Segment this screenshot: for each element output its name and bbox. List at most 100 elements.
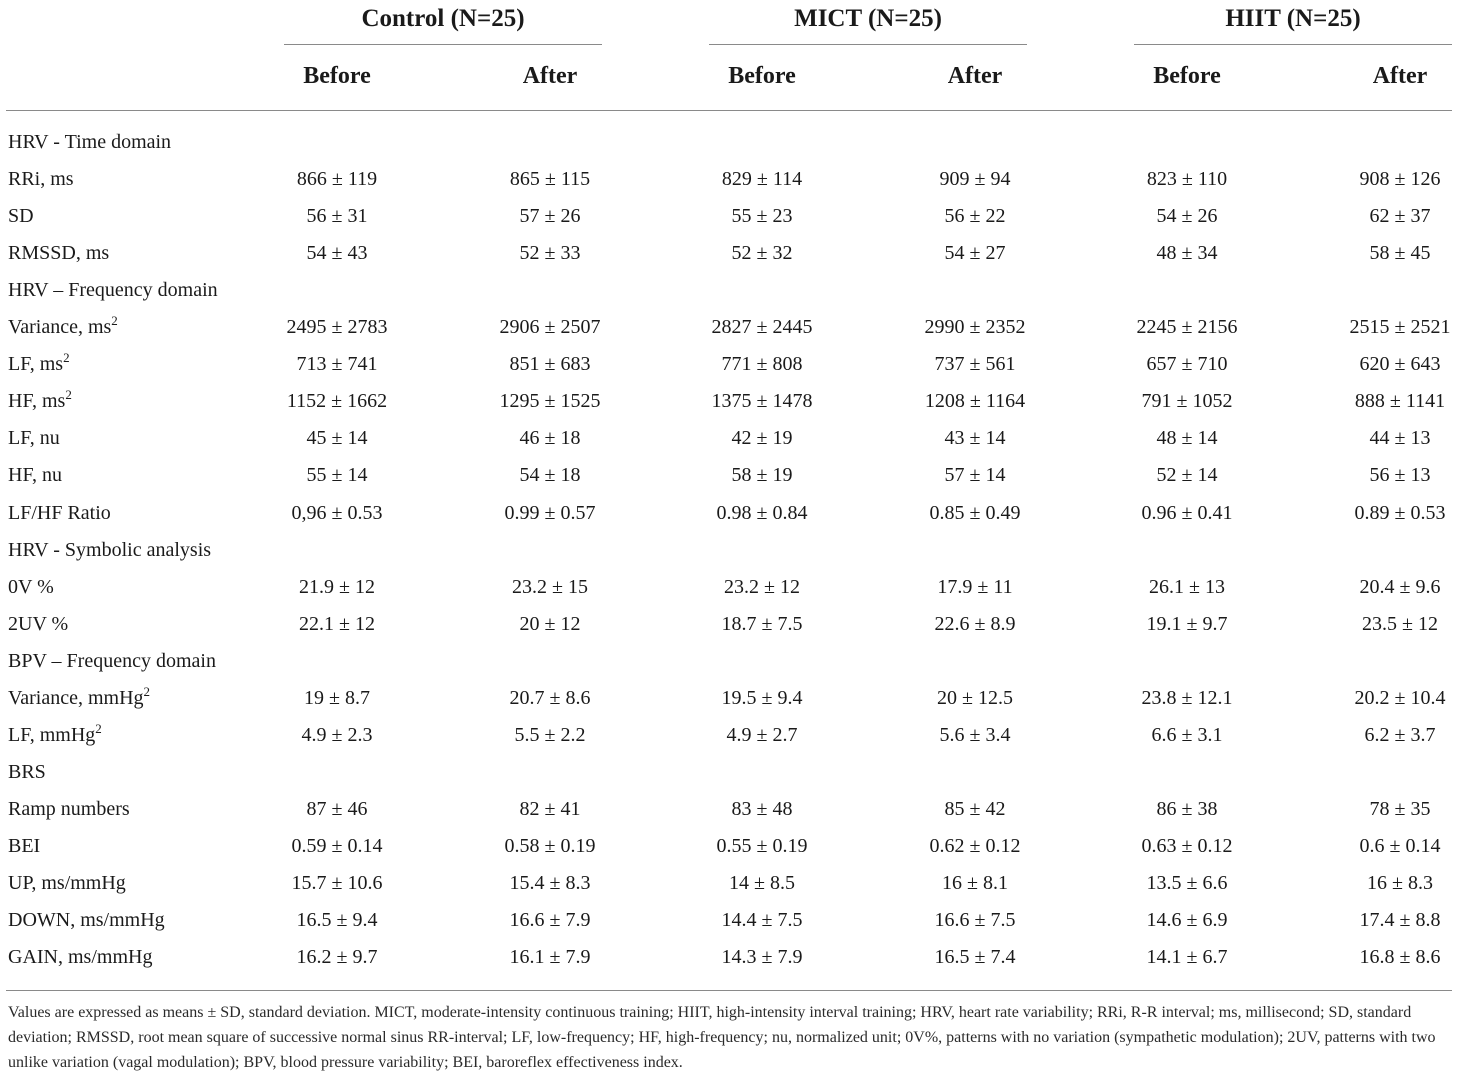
table-cell: 56 ± 22 [944, 205, 1006, 228]
subheader-mict-before: Before [728, 63, 796, 89]
table-cell: 866 ± 119 [296, 168, 378, 191]
row-label-text: LF, mmHg [8, 723, 96, 746]
row-label-text: RMSSD, ms [8, 242, 110, 265]
table-cell: 48 ± 14 [1156, 427, 1218, 450]
table-cell: 48 ± 34 [1156, 242, 1218, 265]
table-cell: 1375 ± 1478 [711, 390, 813, 413]
table-row: 2UV % 22.1 ± 12 20 ± 12 18.7 ± 7.5 22.6 ± 8.… [0, 606, 1460, 643]
table-row: RRi, ms 866 ± 119 865 ± 115 829 ± 114 909 ± … [0, 161, 1460, 198]
table-row: Ramp numbers 87 ± 46 82 ± 41 83 ± 48 85 ± 42… [0, 791, 1460, 828]
table-cell: 6.6 ± 3.1 [1151, 723, 1223, 746]
row-label-text: GAIN, ms/mmHg [8, 946, 153, 969]
table-cell: 83 ± 48 [731, 797, 793, 820]
table-cell: 22.6 ± 8.9 [934, 612, 1016, 635]
table-cell: 16.5 ± 7.4 [934, 946, 1016, 969]
row-label-text: UP, ms/mmHg [8, 872, 126, 894]
table-cell: 0.99 ± 0.57 [504, 501, 596, 524]
group-rule-control [284, 44, 602, 45]
row-label: BEI [8, 828, 40, 865]
table-cell: 20 ± 12.5 [937, 686, 1013, 709]
table-cell: 16.6 ± 7.5 [934, 909, 1016, 931]
footer-divider [6, 990, 1452, 991]
table-cell: 2990 ± 2352 [924, 316, 1026, 339]
table-cell: 2495 ± 2783 [286, 316, 388, 339]
table-row: 0V % 21.9 ± 12 23.2 ± 15 23.2 ± 12 17.9 ± 11… [0, 569, 1460, 606]
row-label: DOWN, ms/mmHg [8, 902, 165, 939]
table-cell: 16 ± 8.3 [1367, 872, 1433, 894]
section-header-row: HRV - Time domain [0, 124, 1460, 161]
table-cell: 6.2 ± 3.7 [1364, 723, 1436, 746]
table-row: HF, nu 55 ± 14 54 ± 18 58 ± 19 57 ± 14 52 ± 1… [0, 457, 1460, 494]
table-cell: 87 ± 46 [306, 797, 368, 820]
row-label: HF, ms2 [8, 383, 72, 420]
table-cell: 78 ± 35 [1369, 797, 1431, 820]
table-cell: 55 ± 23 [731, 205, 793, 228]
table-row: GAIN, ms/mmHg 16.2 ± 9.7 16.1 ± 7.9 14.3 ± … [0, 939, 1460, 976]
row-label-text: LF, ms [8, 353, 64, 376]
section-label: BPV – Frequency domain [8, 643, 216, 680]
table-cell: 4.9 ± 2.7 [726, 723, 798, 746]
row-label: Ramp numbers [8, 791, 130, 828]
row-label: LF, mmHg2 [8, 717, 102, 754]
section-header-row: HRV – Frequency domain [0, 272, 1460, 309]
table-cell: 829 ± 114 [721, 168, 803, 191]
row-label-text: RRi, ms [8, 168, 74, 191]
row-label-text: HF, nu [8, 464, 62, 487]
row-label: Variance, ms2 [8, 309, 118, 346]
group-header-control: Control (N=25) [361, 5, 525, 32]
table-cell: 56 ± 31 [306, 205, 368, 228]
table-cell: 23.2 ± 15 [512, 575, 588, 598]
table-cell: 19.5 ± 9.4 [721, 686, 803, 709]
row-label-text: Ramp numbers [8, 797, 130, 820]
table-row: BEI 0.59 ± 0.14 0.58 ± 0.19 0.55 ± 0.19 0.62… [0, 828, 1460, 865]
table-cell: 22.1 ± 12 [299, 612, 375, 635]
table-cell: 20 ± 12 [519, 612, 581, 635]
section-label: HRV - Time domain [8, 124, 171, 161]
table-cell: 657 ± 710 [1146, 353, 1228, 376]
table-cell: 888 ± 1141 [1354, 390, 1446, 413]
table-row: HF, ms2 1152 ± 1662 1295 ± 1525 1375 ± 1478… [0, 383, 1460, 420]
table-cell: 0,96 ± 0.53 [291, 501, 383, 524]
table-cell: 15.4 ± 8.3 [509, 872, 591, 894]
row-label: RMSSD, ms [8, 235, 109, 272]
row-label-text: BRS [8, 760, 46, 783]
table-cell: 620 ± 643 [1359, 353, 1441, 376]
table-cell: 43 ± 14 [944, 427, 1006, 450]
table-cell: 20.4 ± 9.6 [1359, 575, 1441, 598]
table-cell: 1295 ± 1525 [499, 390, 601, 413]
row-label-text: Variance, mmHg [8, 686, 144, 709]
table-cell: 5.5 ± 2.2 [514, 723, 586, 746]
subheader-control-before: Before [303, 63, 371, 89]
row-label-text: 2UV % [8, 612, 69, 635]
table-cell: 791 ± 1052 [1141, 390, 1233, 413]
row-label-text: LF, nu [8, 427, 60, 450]
group-header-mict: MICT (N=25) [794, 5, 942, 32]
table-cell: 16.1 ± 7.9 [509, 946, 591, 969]
row-label: 2UV % [8, 606, 68, 643]
table-cell: 56 ± 13 [1369, 464, 1431, 487]
table-cell: 14.4 ± 7.5 [721, 909, 803, 931]
row-label-text: SD [8, 205, 34, 228]
table-cell: 21.9 ± 12 [299, 575, 375, 598]
group-rule-hiit [1134, 44, 1452, 45]
table-cell: 23.2 ± 12 [724, 575, 800, 598]
table-row: DOWN, ms/mmHg 16.5 ± 9.4 16.6 ± 7.9 14.4 ± … [0, 902, 1460, 939]
table-row: LF, nu 45 ± 14 46 ± 18 42 ± 19 43 ± 14 48 ± 1… [0, 420, 1460, 457]
table-cell: 14.1 ± 6.7 [1146, 946, 1228, 969]
section-header-row: BRS [0, 754, 1460, 791]
table-cell: 14 ± 8.5 [729, 872, 795, 894]
table-cell: 0.89 ± 0.53 [1354, 501, 1446, 524]
section-label: HRV - Symbolic analysis [8, 532, 211, 569]
row-label: GAIN, ms/mmHg [8, 939, 152, 976]
row-label-text: HRV - Symbolic analysis [8, 538, 212, 561]
table-cell: 851 ± 683 [509, 353, 591, 376]
unit-superscript: 2 [143, 683, 151, 699]
table-cell: 0.6 ± 0.14 [1359, 834, 1441, 857]
table-cell: 85 ± 42 [944, 797, 1006, 820]
table-cell: 16.8 ± 8.6 [1359, 946, 1441, 969]
table-cell: 771 ± 808 [721, 353, 803, 376]
table-cell: 713 ± 741 [296, 353, 378, 376]
table-cell: 908 ± 126 [1359, 168, 1441, 191]
unit-superscript: 2 [65, 387, 72, 403]
table-cell: 18.7 ± 7.5 [721, 612, 803, 635]
